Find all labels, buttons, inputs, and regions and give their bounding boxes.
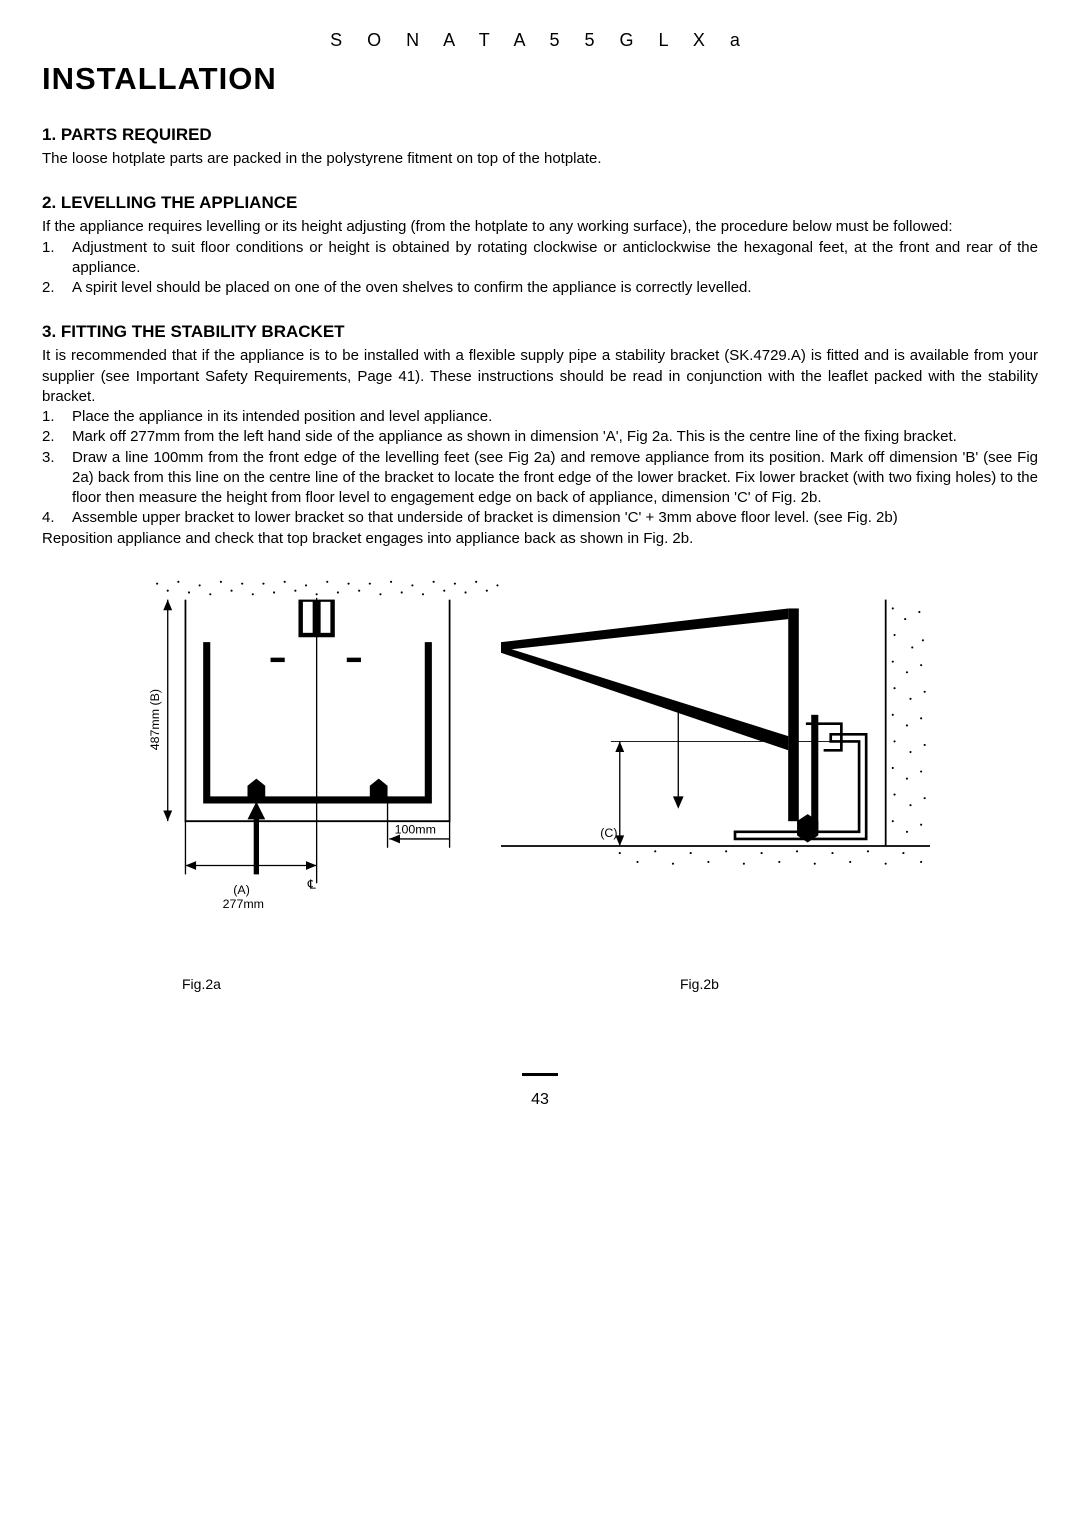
label-dim-c: (C) [600,826,617,840]
list-num: 2. [42,278,72,298]
list-item: 1. Adjustment to suit floor conditions o… [42,238,1038,279]
list-item: 2. Mark off 277mm from the left hand sid… [42,427,1038,447]
list-text: Place the appliance in its intended posi… [72,407,1038,427]
heading-parts: 1. PARTS REQUIRED [42,125,1038,145]
label-dim-100: 100mm [395,822,436,836]
svg-text:℄: ℄ [307,877,316,891]
label-dim-a-paren: (A) [233,883,250,897]
body-parts: The loose hotplate parts are packed in t… [42,149,1038,169]
page-number: 43 [42,1091,1038,1109]
list-item: 2. A spirit level should be placed on on… [42,278,1038,298]
list-item: 1. Place the appliance in its intended p… [42,407,1038,427]
page-footer: 43 [42,1073,1038,1109]
fig-label-2a: Fig.2a [42,976,540,992]
intro-levelling: If the appliance requires levelling or i… [42,217,1038,237]
fig-2b-group: (C) [501,599,930,872]
label-dim-a-val: 277mm [223,897,264,911]
heading-stability: 3. FITTING THE STABILITY BRACKET [42,322,1038,342]
list-num: 1. [42,407,72,427]
section-levelling: 2. LEVELLING THE APPLIANCE If the applia… [42,193,1038,298]
list-num: 1. [42,238,72,279]
label-dim-b: 487mm (B) [148,689,162,750]
list-text: Mark off 277mm from the left hand side o… [72,427,1038,447]
diagram-container: 487mm (B) 100mm (A) 277mm ℄ [42,573,1038,1013]
list-text: Adjustment to suit floor conditions or h… [72,238,1038,279]
diagram-svg: 487mm (B) 100mm (A) 277mm ℄ [42,573,1038,963]
list-text: Assemble upper bracket to lower bracket … [72,508,1038,528]
section-stability: 3. FITTING THE STABILITY BRACKET It is r… [42,322,1038,549]
footer-rule-icon [522,1073,558,1076]
fig-label-2b: Fig.2b [540,976,1038,992]
list-text: A spirit level should be placed on one o… [72,278,1038,298]
list-item: 4. Assemble upper bracket to lower brack… [42,508,1038,528]
fig-2a-group: 487mm (B) 100mm (A) 277mm ℄ [148,578,505,911]
intro-stability: It is recommended that if the appliance … [42,346,1038,407]
page-header-model: S O N A T A 5 5 G L X a [42,30,1038,51]
list-num: 4. [42,508,72,528]
section-parts-required: 1. PARTS REQUIRED The loose hotplate par… [42,125,1038,169]
list-text: Draw a line 100mm from the front edge of… [72,448,1038,509]
main-title: INSTALLATION [42,61,1038,97]
figure-labels-row: Fig.2a Fig.2b [42,976,1038,992]
list-num: 3. [42,448,72,509]
list-item: 3. Draw a line 100mm from the front edge… [42,448,1038,509]
list-num: 2. [42,427,72,447]
heading-levelling: 2. LEVELLING THE APPLIANCE [42,193,1038,213]
footer-stability: Reposition appliance and check that top … [42,529,1038,549]
